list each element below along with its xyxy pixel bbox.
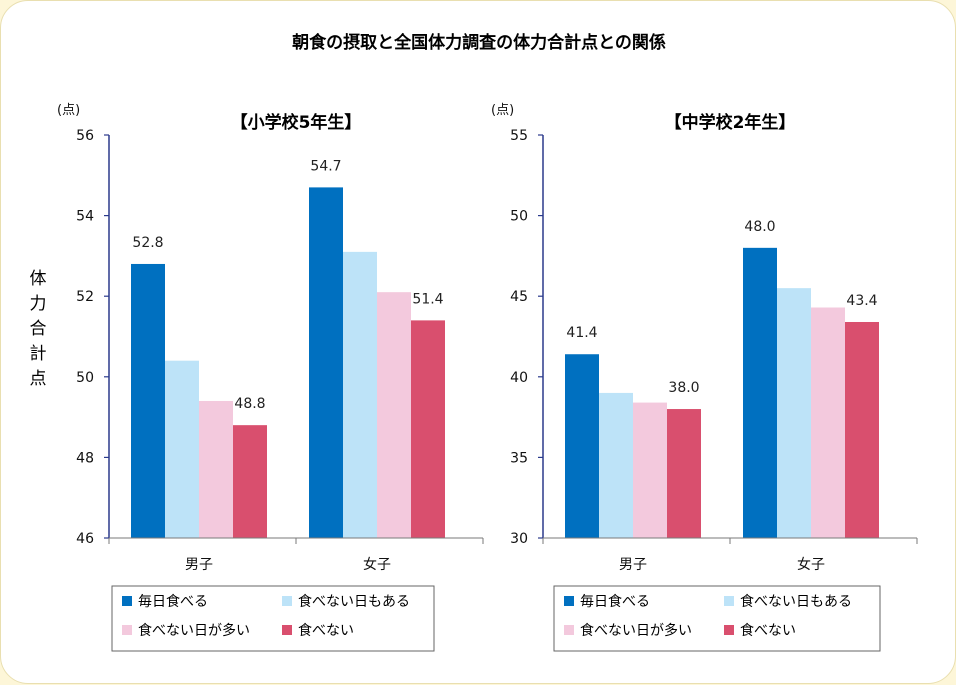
bar xyxy=(743,247,777,538)
legend-label: 食べない xyxy=(298,622,354,639)
bar xyxy=(377,292,411,538)
y-axis-label-char: 点 xyxy=(30,369,47,389)
chart-panel-2: 【中学校2年生】 (点) 30 35 40 45 50 55 男子 女子 41.4 38.0 48.0 4… xyxy=(491,103,918,652)
data-label: 48.0 xyxy=(744,219,775,235)
bar xyxy=(811,307,845,538)
x-category-label: 女子 xyxy=(797,556,825,573)
legend-swatch xyxy=(282,596,292,606)
data-label: 48.8 xyxy=(234,396,265,412)
x-category-label: 男子 xyxy=(185,557,213,573)
y-axis-label-char: 計 xyxy=(30,344,47,364)
bar xyxy=(233,425,267,538)
bar xyxy=(411,320,445,538)
data-label: 54.7 xyxy=(310,158,341,174)
y-tick-label: 50 xyxy=(76,370,94,386)
y-tick-label: 46 xyxy=(76,531,94,547)
chart-title: 朝食の摂取と全国体力調査の体力合計点との関係 xyxy=(292,32,666,53)
bar xyxy=(343,251,377,538)
y-axis-label-char: 力 xyxy=(30,294,47,314)
data-label: 51.4 xyxy=(412,291,443,307)
y-axis-label-char: 体 xyxy=(30,269,47,289)
y-tick-label: 45 xyxy=(510,289,528,305)
y-tick-label: 52 xyxy=(76,289,94,305)
bar xyxy=(667,409,701,538)
legend-label: 食べない日もある xyxy=(298,593,410,610)
y-tick-label: 35 xyxy=(510,450,528,466)
data-label: 38.0 xyxy=(668,380,699,396)
data-label: 41.4 xyxy=(566,325,597,341)
y-axis-label: 体力合計点 xyxy=(30,269,47,389)
legend-label: 食べない日が多い xyxy=(138,622,250,639)
legend-label: 毎日食べる xyxy=(138,593,208,610)
legend-label: 食べない日もある xyxy=(740,593,852,610)
bar xyxy=(599,392,633,538)
y-tick-label: 40 xyxy=(510,370,528,386)
legend-swatch xyxy=(724,625,734,635)
legend-label: 食べない xyxy=(740,622,796,639)
y-tick-label: 48 xyxy=(76,450,94,466)
panel-subtitle: 【小学校5年生】 xyxy=(231,112,362,133)
legend-swatch xyxy=(564,625,574,635)
x-category-label: 女子 xyxy=(363,556,391,573)
y-axis-label-char: 合 xyxy=(30,319,47,339)
legend-label: 食べない日が多い xyxy=(580,622,692,639)
legend-box xyxy=(553,585,881,652)
y-tick-label: 30 xyxy=(510,531,528,547)
y-tick-label: 55 xyxy=(510,128,528,144)
bar xyxy=(633,402,667,538)
legend-swatch xyxy=(122,596,132,606)
bar xyxy=(565,354,599,538)
bar xyxy=(165,360,199,538)
chart-panel-1: 【小学校5年生】 (点) 46 48 50 52 54 56 男子 女子 52.8 48.8 54.7 5… xyxy=(57,103,484,652)
y-unit-label: (点) xyxy=(57,103,80,118)
bar xyxy=(777,288,811,538)
y-tick-label: 56 xyxy=(76,128,94,144)
legend-box xyxy=(111,585,435,652)
bar xyxy=(845,321,879,538)
bar xyxy=(199,400,233,538)
data-label: 52.8 xyxy=(132,235,163,251)
legend-swatch xyxy=(564,596,574,606)
x-category-label: 男子 xyxy=(619,557,647,573)
legend-swatch xyxy=(122,625,132,635)
legend-swatch xyxy=(724,596,734,606)
bar xyxy=(309,187,343,538)
bar xyxy=(131,263,165,538)
y-unit-label: (点) xyxy=(491,103,514,118)
legend-label: 毎日食べる xyxy=(580,593,650,610)
y-tick-label: 50 xyxy=(510,209,528,225)
y-tick-label: 54 xyxy=(76,209,94,225)
chart-panels: 【小学校5年生】 (点) 46 48 50 52 54 56 男子 女子 52.8 48.8 54.7 5… xyxy=(57,103,918,652)
data-label: 43.4 xyxy=(846,293,877,309)
legend-swatch xyxy=(282,625,292,635)
panel-subtitle: 【中学校2年生】 xyxy=(665,112,796,133)
